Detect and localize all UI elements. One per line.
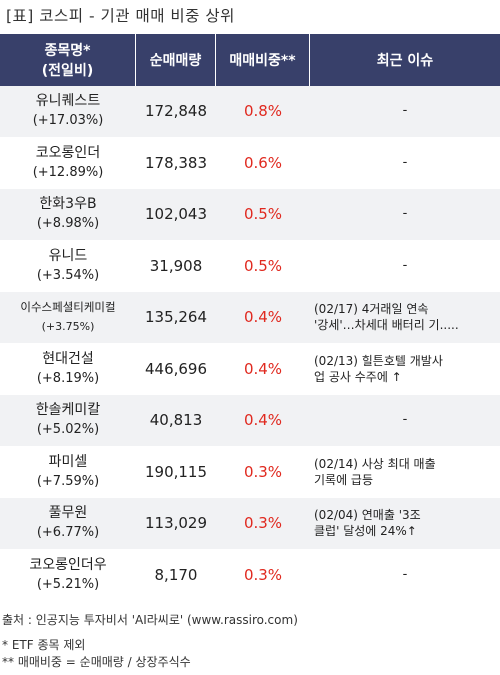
stock-change: (+8.98%)	[36, 216, 100, 232]
recent-issue: -	[310, 395, 500, 447]
footer-note-ratio: ** 매매비중 = 순매매량 / 상장주식수	[2, 655, 191, 669]
stock-change: (+7.59%)	[36, 473, 100, 489]
stock-change: (+3.54%)	[36, 267, 100, 283]
recent-issue: (02/17) 4거래일 연속 '강세'…차세대 배터리 기.....	[310, 292, 500, 344]
stock-name: 파미셀	[48, 453, 88, 470]
net-trade-qty: 31,908	[136, 240, 216, 292]
stock-name: 풀무원	[48, 505, 88, 522]
stock-name-cell: 코오롱인더 (+12.89%)	[0, 137, 136, 189]
table-row: 한화3우B (+8.98%) 102,043 0.5% -	[0, 189, 500, 241]
table-row: 코오롱인더 (+12.89%) 178,383 0.6% -	[0, 137, 500, 189]
table-row: 현대건설 (+8.19%) 446,696 0.4% (02/13) 힐튼호텔 개발사 업…	[0, 343, 500, 395]
recent-issue-line1: (02/14) 사상 최대 매출	[314, 456, 436, 471]
recent-issue-line1: -	[402, 566, 408, 582]
stock-name-cell: 유니드 (+3.54%)	[0, 240, 136, 292]
header-name-line1: 종목명*	[44, 43, 91, 59]
recent-issue-line1: -	[402, 206, 408, 222]
stock-name-cell: 코오롱인더우 (+5.21%)	[0, 549, 136, 601]
table-row: 코오롱인더우 (+5.21%) 8,170 0.3% -	[0, 549, 500, 601]
stock-name-cell: 현대건설 (+8.19%)	[0, 343, 136, 395]
recent-issue-line2: 기록에 급등	[314, 472, 374, 487]
recent-issue-line1: (02/13) 힐튼호텔 개발사	[314, 353, 443, 368]
recent-issue-line2: '강세'…차세대 배터리 기.....	[314, 318, 459, 333]
recent-issue-line1: (02/04) 연매출 '3조	[314, 508, 421, 523]
recent-issue: -	[310, 137, 500, 189]
recent-issue-line1: (02/17) 4거래일 연속	[314, 302, 429, 317]
header-name: 종목명* (전일비)	[0, 34, 136, 86]
trade-ratio: 0.4%	[216, 395, 310, 447]
net-trade-qty: 40,813	[136, 395, 216, 447]
footer-note-etf: * ETF 종목 제외	[2, 638, 86, 652]
trade-ratio: 0.5%	[216, 189, 310, 241]
stock-change: (+3.75%)	[41, 320, 95, 334]
trade-ratio: 0.3%	[216, 549, 310, 601]
net-trade-qty: 102,043	[136, 189, 216, 241]
trade-ratio: 0.4%	[216, 343, 310, 395]
stock-change: (+6.77%)	[36, 525, 100, 541]
net-trade-qty: 178,383	[136, 137, 216, 189]
table-header-row: 종목명* (전일비) 순매매량 매매비중** 최근 이슈	[0, 34, 500, 86]
net-trade-qty: 113,029	[136, 498, 216, 550]
net-trade-qty: 190,115	[136, 446, 216, 498]
trade-ratio: 0.3%	[216, 446, 310, 498]
stock-change: (+8.19%)	[36, 370, 100, 386]
stock-name: 한화3우B	[39, 196, 97, 213]
stock-change: (+17.03%)	[32, 113, 104, 129]
stock-name: 유니드	[48, 247, 88, 264]
stock-name: 코오롱인더우	[29, 556, 107, 573]
recent-issue-line2: 클럽' 달성에 24%↑	[314, 524, 417, 539]
recent-issue-line1: -	[402, 412, 408, 428]
stock-name-cell: 이수스페셜티케미컬 (+3.75%)	[0, 292, 136, 344]
trade-ratio: 0.6%	[216, 137, 310, 189]
stock-name: 이수스페셜티케미컬	[20, 300, 116, 315]
table-title: [표] 코스피 - 기관 매매 비중 상위	[6, 7, 235, 25]
table-row: 유니드 (+3.54%) 31,908 0.5% -	[0, 240, 500, 292]
stock-name: 코오롱인더	[35, 144, 101, 161]
net-trade-qty: 8,170	[136, 549, 216, 601]
stock-change: (+12.89%)	[32, 164, 104, 180]
stock-name-cell: 유니퀘스트 (+17.03%)	[0, 86, 136, 138]
table-row: 유니퀘스트 (+17.03%) 172,848 0.8% -	[0, 86, 500, 138]
institution-trading-table: 종목명* (전일비) 순매매량 매매비중** 최근 이슈 유니퀘스트 (+17.0…	[0, 34, 500, 601]
header-issue: 최근 이슈	[310, 34, 500, 86]
trade-ratio: 0.5%	[216, 240, 310, 292]
recent-issue-line1: -	[402, 257, 408, 273]
trade-ratio: 0.3%	[216, 498, 310, 550]
header-qty: 순매매량	[136, 34, 216, 86]
recent-issue: (02/04) 연매출 '3조 클럽' 달성에 24%↑	[310, 498, 500, 550]
stock-change: (+5.21%)	[36, 576, 100, 592]
recent-issue-line2: 업 공사 수주에 ↑	[314, 369, 402, 384]
net-trade-qty: 172,848	[136, 86, 216, 138]
stock-name: 유니퀘스트	[35, 93, 101, 110]
stock-name-cell: 풀무원 (+6.77%)	[0, 498, 136, 550]
footer-source: 출처 : 인공지능 투자비서 'AI라씨로' (www.rassiro.com)	[2, 613, 298, 627]
stock-name: 한솔케미칼	[35, 402, 101, 419]
recent-issue: -	[310, 549, 500, 601]
recent-issue: (02/14) 사상 최대 매출 기록에 급등	[310, 446, 500, 498]
table-row: 파미셀 (+7.59%) 190,115 0.3% (02/14) 사상 최대 매출 기록…	[0, 446, 500, 498]
recent-issue: (02/13) 힐튼호텔 개발사 업 공사 수주에 ↑	[310, 343, 500, 395]
recent-issue: -	[310, 240, 500, 292]
recent-issue: -	[310, 189, 500, 241]
recent-issue-line1: -	[402, 103, 408, 119]
net-trade-qty: 135,264	[136, 292, 216, 344]
table-row: 풀무원 (+6.77%) 113,029 0.3% (02/04) 연매출 '3조 클럽'…	[0, 498, 500, 550]
trade-ratio: 0.8%	[216, 86, 310, 138]
stock-name-cell: 한화3우B (+8.98%)	[0, 189, 136, 241]
net-trade-qty: 446,696	[136, 343, 216, 395]
stock-name: 현대건설	[42, 350, 94, 367]
recent-issue-line1: -	[402, 154, 408, 170]
header-ratio: 매매비중**	[216, 34, 310, 86]
table-row: 이수스페셜티케미컬 (+3.75%) 135,264 0.4% (02/17) 4거래일…	[0, 292, 500, 344]
stock-name-cell: 한솔케미칼 (+5.02%)	[0, 395, 136, 447]
stock-name-cell: 파미셀 (+7.59%)	[0, 446, 136, 498]
table-row: 한솔케미칼 (+5.02%) 40,813 0.4% -	[0, 395, 500, 447]
stock-change: (+5.02%)	[36, 422, 100, 438]
recent-issue: -	[310, 86, 500, 138]
header-name-line2: (전일비)	[41, 63, 94, 79]
trade-ratio: 0.4%	[216, 292, 310, 344]
